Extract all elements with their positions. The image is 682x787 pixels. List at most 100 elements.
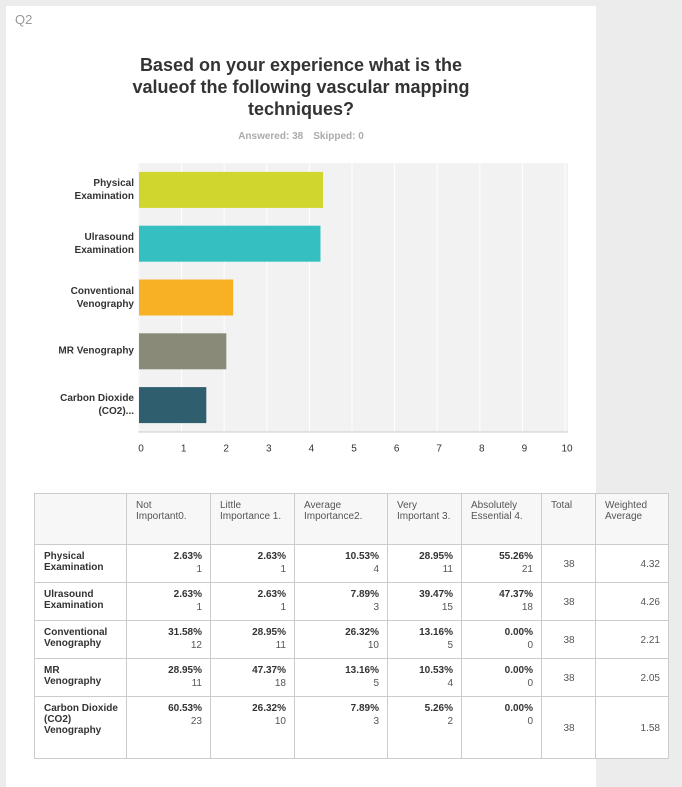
count: 11 [275, 640, 286, 651]
total: 38 [541, 544, 596, 583]
row-label: Carbon Dioxide (CO2) Venography [34, 696, 127, 759]
count: 10 [274, 716, 286, 727]
percent: 13.16% [345, 665, 379, 676]
count: 3 [373, 716, 379, 727]
x-tick-label: 8 [479, 444, 485, 455]
percent: 47.37% [499, 589, 533, 600]
data-cell: 2.63% 1 [126, 582, 211, 621]
data-cell: 2.63% 1 [210, 582, 295, 621]
count: 1 [196, 602, 202, 613]
percent: 28.95% [168, 665, 202, 676]
results-table: Not Important0. Little Importance 1. Avera… [34, 493, 669, 759]
x-tick-label: 2 [223, 444, 229, 455]
percent: 2.63% [257, 589, 286, 600]
bar [139, 333, 227, 370]
data-cell: 55.26% 21 [461, 544, 542, 583]
percent: 31.58% [168, 627, 202, 638]
row-label: Conventional Venography [34, 620, 127, 659]
percent: 26.32% [345, 627, 379, 638]
count: 0 [527, 640, 533, 651]
row-label: MR Venography [34, 658, 127, 697]
column-header: Total [541, 493, 596, 545]
x-tick-label: 3 [266, 444, 272, 455]
count: 1 [280, 602, 286, 613]
data-cell: 2.63% 1 [126, 544, 211, 583]
column-header: Average Importance2. [294, 493, 388, 545]
count: 3 [373, 602, 379, 613]
category-label: Carbon Dioxide (CO2)... [60, 393, 134, 418]
data-cell: 13.16% 5 [294, 658, 388, 697]
data-cell: 28.95% 11 [387, 544, 462, 583]
question-number: Q2 [15, 12, 33, 27]
column-header: Absolutely Essential 4. [461, 493, 542, 545]
total: 38 [541, 582, 596, 621]
count: 0 [527, 716, 533, 727]
data-row: MR Venography 28.95% 11 47.37% 18 13.16% 5 10.5… [34, 658, 669, 697]
data-cell: 47.37% 18 [461, 582, 542, 621]
count: 5 [373, 678, 379, 689]
row-label: Physical Examination [34, 544, 127, 583]
data-cell: 10.53% 4 [387, 658, 462, 697]
count: 4 [373, 564, 379, 575]
data-cell: 5.26% 2 [387, 696, 462, 759]
bar [139, 279, 234, 316]
percent: 2.63% [173, 551, 202, 562]
data-cell: 0.00% 0 [461, 620, 542, 659]
data-cell: 26.32% 10 [210, 696, 295, 759]
percent: 60.53% [168, 703, 202, 714]
weighted-average: 4.32 [595, 544, 669, 583]
response-stats: Answered: 38 Skipped: 0 [0, 131, 602, 142]
x-tick-label: 5 [351, 444, 357, 455]
answered: Answered: 38 [238, 131, 304, 142]
count: 1 [280, 564, 286, 575]
count: 15 [441, 602, 453, 613]
category-label: Conventional Venography [70, 285, 134, 310]
data-cell: 0.00% 0 [461, 658, 542, 697]
count: 4 [447, 678, 453, 689]
data-cell: 47.37% 18 [210, 658, 295, 697]
x-tick-label: 9 [522, 444, 528, 455]
percent: 7.89% [350, 703, 379, 714]
total: 38 [541, 658, 596, 697]
count: 1 [196, 564, 202, 575]
data-cell: 10.53% 4 [294, 544, 388, 583]
percent: 2.63% [257, 551, 286, 562]
percent: 10.53% [345, 551, 379, 562]
x-tick-label: 7 [436, 444, 442, 455]
weighted-average: 2.21 [595, 620, 669, 659]
percent: 10.53% [419, 665, 453, 676]
data-cell: 7.89% 3 [294, 582, 388, 621]
column-header: Very Important 3. [387, 493, 462, 545]
x-tick-label: 4 [309, 444, 315, 455]
count: 0 [527, 678, 533, 689]
percent: 55.26% [499, 551, 533, 562]
x-tick-label: 10 [561, 444, 573, 455]
weighted-average: 4.26 [595, 582, 669, 621]
data-cell: 13.16% 5 [387, 620, 462, 659]
percent: 2.63% [173, 589, 202, 600]
data-cell: 2.63% 1 [210, 544, 295, 583]
weighted-average: 2.05 [595, 658, 669, 697]
count: 12 [190, 640, 202, 651]
percent: 28.95% [419, 551, 453, 562]
percent: 26.32% [252, 703, 286, 714]
data-row: Physical Examination 2.63% 1 2.63% 1 10.53% 4 2… [34, 544, 669, 583]
weighted-average: 1.58 [595, 696, 669, 759]
category-label: Ulrasound Examination [74, 231, 134, 256]
x-tick-label: 1 [181, 444, 187, 455]
count: 18 [274, 678, 286, 689]
category-label: Physical Examination [74, 177, 134, 202]
data-row: Ulrasound Examination 2.63% 1 2.63% 1 7.89% 3 3… [34, 582, 669, 621]
count: 23 [190, 716, 202, 727]
data-cell: 39.47% 15 [387, 582, 462, 621]
count: 5 [447, 640, 453, 651]
data-cell: 60.53% 23 [126, 696, 211, 759]
percent: 0.00% [504, 703, 533, 714]
header-corner [34, 493, 127, 545]
count: 10 [367, 640, 379, 651]
percent: 7.89% [350, 589, 379, 600]
percent: 28.95% [252, 627, 286, 638]
category-label: MR Venography [58, 345, 134, 357]
data-cell: 28.95% 11 [210, 620, 295, 659]
